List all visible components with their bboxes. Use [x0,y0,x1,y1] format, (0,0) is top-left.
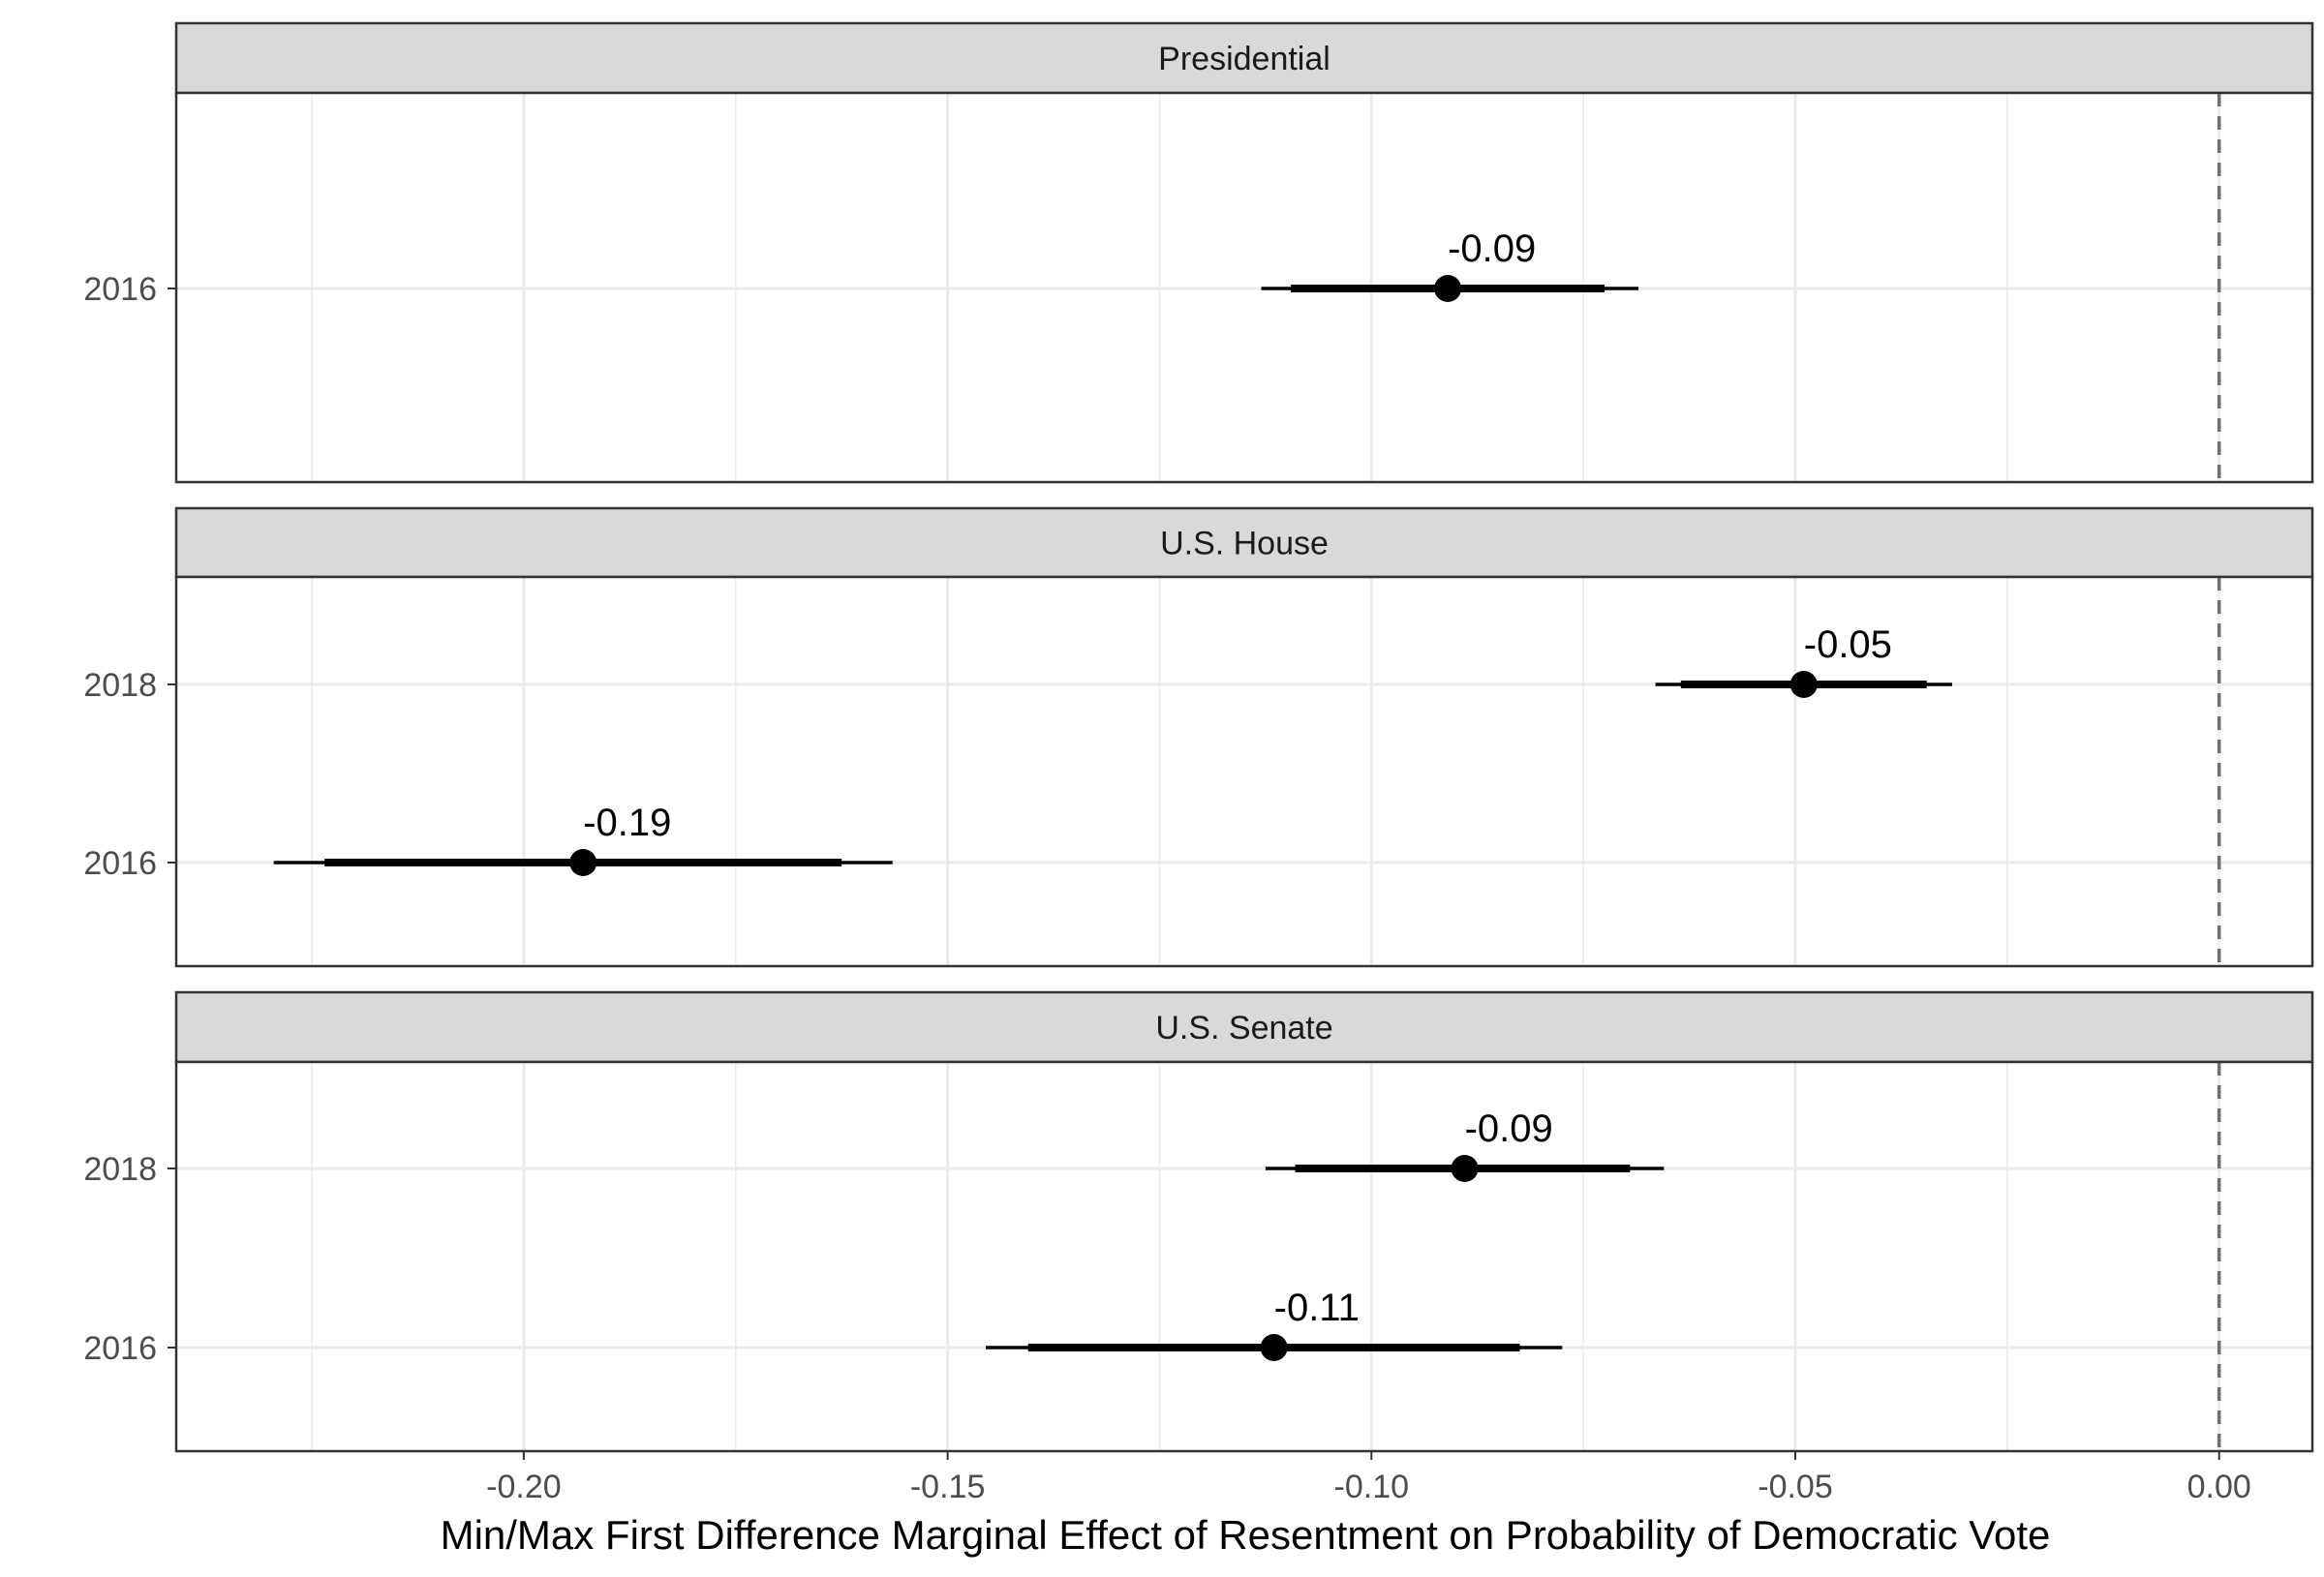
point-estimate [1434,275,1462,302]
panel-title: Presidential [1158,41,1330,77]
y-tick-label: 2016 [83,845,157,882]
x-axis: -0.20 -0.15 -0.10 -0.05 0.00 [486,1451,2251,1505]
y-tick-label: 2018 [83,667,157,704]
panel-1: U.S. House 2018 2016 -0.05 -0.19 [83,506,2314,968]
panel-0: Presidential 2016 -0.09 [83,21,2314,484]
point-estimate [569,849,597,876]
panel-border [174,575,2314,968]
panel-background [176,577,2312,966]
y-tick-label: 2016 [83,271,157,308]
x-tick-label: -0.15 [910,1469,986,1505]
x-tick-label: -0.20 [486,1469,562,1505]
panels-layer: Presidential 2016 -0.09 U.S. House 2018 2016 -… [83,21,2314,1453]
x-tick-label: -0.10 [1334,1469,1410,1505]
data-label: -0.19 [583,802,671,844]
y-tick-label: 2018 [83,1151,157,1188]
data-label: -0.09 [1465,1107,1553,1150]
x-tick-label: -0.05 [1758,1469,1833,1505]
point-estimate [1260,1334,1288,1361]
panel-strip [174,506,2314,579]
x-axis-label: Min/Max First Difference Marginal Effect… [441,1512,2051,1558]
y-tick-label: 2016 [83,1330,157,1367]
panel-border [174,91,2314,484]
point-estimate [1789,671,1818,698]
panel-2: U.S. Senate 2018 2016 -0.09 -0.11 [83,990,2314,1453]
panel-background [176,1062,2312,1451]
panel-title: U.S. Senate [1155,1010,1332,1046]
data-label: -0.05 [1804,623,1892,666]
data-label: -0.09 [1448,227,1536,270]
data-label: -0.11 [1274,1287,1360,1329]
panel-strip [174,21,2314,95]
point-estimate [1451,1155,1479,1182]
panel-title: U.S. House [1160,526,1329,562]
x-tick-label: 0.00 [2187,1469,2251,1505]
panel-strip [174,990,2314,1064]
panel-border [174,1060,2314,1453]
